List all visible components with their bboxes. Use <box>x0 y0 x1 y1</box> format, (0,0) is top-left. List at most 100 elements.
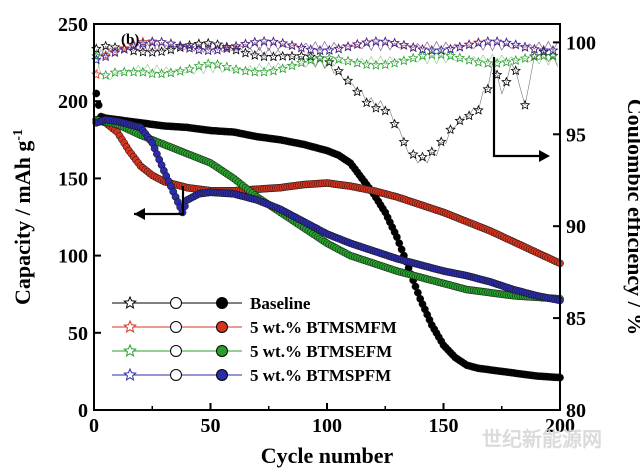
efficiency-point <box>240 47 251 58</box>
y-right-tick-label: 90 <box>566 216 586 238</box>
efficiency-point <box>147 46 158 57</box>
efficiency-point <box>240 65 251 76</box>
legend-star-marker <box>123 367 137 381</box>
efficiency-point <box>193 44 205 55</box>
series-efficiency-2 <box>91 49 559 81</box>
legend-open-circle-marker <box>170 321 182 333</box>
efficiency-point <box>118 42 130 53</box>
efficiency-point <box>147 35 158 46</box>
watermark: 世纪新能源网 头条 @新能源Leader <box>468 427 602 469</box>
efficiency-point <box>165 44 177 55</box>
efficiency-point <box>501 37 512 48</box>
efficiency-point <box>230 44 242 55</box>
efficiency-point <box>286 39 298 50</box>
legend-entry: 5 wt.% BTMSMFM <box>112 318 397 337</box>
efficiency-point <box>314 45 326 56</box>
series-capacity-3 <box>92 115 564 305</box>
legend-star-marker <box>123 319 137 333</box>
series-efficiency-3 <box>91 35 559 65</box>
legend-label: 5 wt.% BTMSEFM <box>250 342 392 361</box>
efficiency-point <box>221 43 233 54</box>
y-left-tick-label: 50 <box>68 323 88 345</box>
efficiency-point <box>370 102 382 113</box>
efficiency-point <box>389 37 400 48</box>
efficiency-point <box>426 146 438 157</box>
efficiency-point <box>258 66 270 77</box>
efficiency-point <box>417 151 428 162</box>
efficiency-point <box>389 57 400 68</box>
efficiency-point <box>538 44 550 55</box>
efficiency-point <box>277 50 288 61</box>
efficiency-point <box>137 46 149 57</box>
efficiency-point <box>407 41 419 52</box>
efficiency-point <box>184 39 195 50</box>
efficiency-point <box>314 53 326 64</box>
efficiency-point <box>268 36 279 47</box>
efficiency-point <box>407 52 419 63</box>
tick-layer: 0 50 100 150 200 0 50 100 150 200 250 80 85 90 95 100 <box>58 14 596 437</box>
legend-label: 5 wt.% BTMSPFM <box>250 366 391 385</box>
efficiency-point <box>435 49 447 60</box>
efficiency-point <box>109 46 121 57</box>
efficiency-point <box>352 86 363 97</box>
efficiency-point <box>109 47 121 58</box>
legend: Baseline 5 wt.% BTMSMFM 5 wt.% BTMSEFM 5 wt… <box>112 294 397 385</box>
efficiency-point <box>538 50 549 61</box>
y-left-tick-label: 100 <box>58 246 88 268</box>
efficiency-point <box>156 36 167 47</box>
efficiency-point <box>426 49 438 60</box>
efficiency-point <box>305 51 316 62</box>
efficiency-point <box>473 56 484 67</box>
arrow-left-head <box>134 208 145 220</box>
efficiency-point <box>156 46 167 57</box>
efficiency-point <box>165 38 177 49</box>
efficiency-point <box>137 38 149 49</box>
efficiency-point <box>305 44 316 55</box>
efficiency-point <box>510 39 521 50</box>
efficiency-point <box>370 59 382 70</box>
efficiency-point <box>174 65 186 76</box>
y-axis-right-title: Coulombic efficiency / % <box>623 99 640 335</box>
efficiency-point <box>212 59 223 70</box>
efficiency-point <box>249 66 260 77</box>
efficiency-point <box>193 60 205 71</box>
efficiency-point <box>268 65 279 76</box>
efficiency-point <box>333 43 344 54</box>
efficiency-point <box>230 40 242 51</box>
efficiency-point <box>100 49 111 60</box>
legend-entry: 5 wt.% BTMSPFM <box>112 366 391 385</box>
efficiency-point <box>156 68 167 79</box>
legend-label: 5 wt.% BTMSMFM <box>250 318 397 337</box>
efficiency-point <box>529 43 540 54</box>
y-left-tick-label: 150 <box>58 168 88 190</box>
x-tick-label: 0 <box>89 415 99 437</box>
efficiency-point <box>547 50 559 61</box>
efficiency-point <box>501 56 512 67</box>
efficiency-point <box>519 41 531 52</box>
svg-text:Capacity / mAh g-1: Capacity / mAh g-1 <box>10 129 35 305</box>
efficiency-point <box>361 97 372 108</box>
efficiency-point <box>277 37 288 48</box>
y-axis-left-title-text: Capacity / mAh g <box>10 141 35 305</box>
efficiency-point <box>445 43 456 54</box>
efficiency-point <box>547 45 559 56</box>
efficiency-point <box>435 44 447 55</box>
efficiency-point <box>361 37 372 48</box>
efficiency-point <box>519 52 531 63</box>
efficiency-point <box>407 148 419 159</box>
efficiency-point <box>109 41 121 52</box>
efficiency-point <box>324 56 335 67</box>
x-axis-title: Cycle number <box>261 443 394 468</box>
efficiency-point <box>510 65 521 76</box>
y-right-tick-label: 95 <box>566 124 586 146</box>
x-tick-label: 100 <box>312 415 342 437</box>
efficiency-point <box>174 40 186 51</box>
efficiency-point <box>184 63 195 74</box>
efficiency-point <box>268 51 279 62</box>
legend-star-marker <box>123 343 137 357</box>
efficiency-point <box>380 59 391 70</box>
efficiency-point <box>342 75 354 86</box>
panel-label: (b) <box>121 32 139 48</box>
efficiency-point <box>286 60 298 71</box>
y-axis-left-title: Capacity / mAh g-1 <box>10 129 35 305</box>
